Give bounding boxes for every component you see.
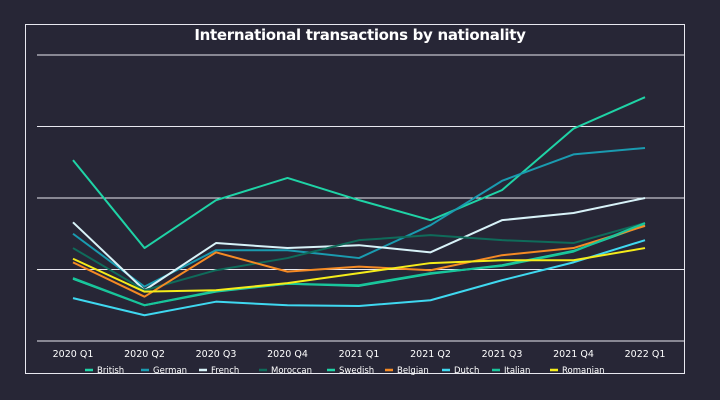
x-tick-label: 2021 Q3 xyxy=(482,349,523,360)
x-tick-label: 2020 Q2 xyxy=(124,349,165,360)
x-tick-label: 2021 Q2 xyxy=(410,349,451,360)
legend-item-italian: Italian xyxy=(504,366,530,376)
series-line-french xyxy=(72,197,646,292)
x-tick-label: 2021 Q1 xyxy=(339,349,380,360)
series-line-british xyxy=(72,96,646,250)
legend-item-swedish: Swedish xyxy=(339,366,374,376)
x-tick-label: 2022 Q1 xyxy=(625,349,666,360)
legend-item-moroccan: Moroccan xyxy=(271,366,312,376)
legend-item-belgian: Belgian xyxy=(397,366,429,376)
legend-item-german: German xyxy=(153,366,187,376)
chart-frame xyxy=(25,24,685,374)
legend-item-dutch: Dutch xyxy=(454,366,479,376)
legend-item-french: French xyxy=(211,366,239,376)
x-tick-label: 2021 Q4 xyxy=(553,349,594,360)
legend-item-british: British xyxy=(97,366,124,376)
chart-title: International transactions by nationalit… xyxy=(194,26,526,44)
x-tick-label: 2020 Q3 xyxy=(196,349,237,360)
x-tick-label: 2020 Q1 xyxy=(53,349,94,360)
legend-item-romanian: Romanian xyxy=(562,366,605,376)
x-tick-label: 2020 Q4 xyxy=(267,349,308,360)
series-line-italian xyxy=(72,222,646,307)
series-line-dutch xyxy=(72,239,646,317)
